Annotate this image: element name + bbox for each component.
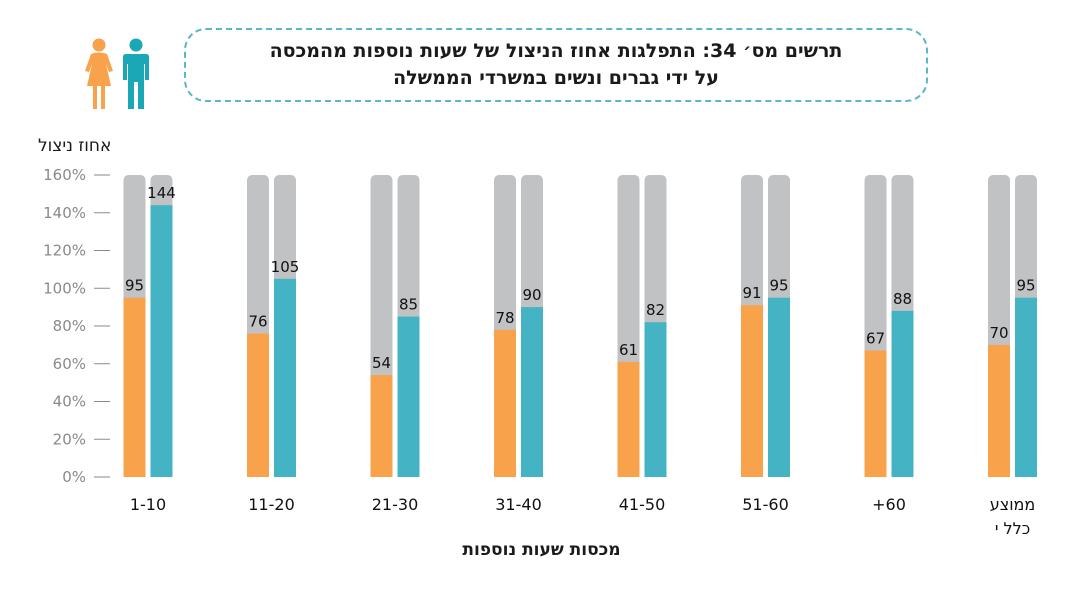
x-tick-label: כלל י: [995, 519, 1030, 538]
data-label-men: 95: [1016, 277, 1035, 295]
bar-women: [988, 344, 1010, 477]
data-label-men: 144: [147, 184, 176, 202]
y-tick-label: 60%: [53, 355, 86, 373]
x-tick-label: +60: [872, 495, 906, 514]
woman-icon: [85, 38, 113, 109]
y-tick-label: 0%: [62, 468, 86, 486]
y-tick-label: 40%: [53, 393, 86, 411]
bar-men: [1015, 297, 1037, 477]
bar-women: [864, 350, 887, 477]
x-tick-label: 1-10: [130, 495, 166, 514]
x-tick-label: 11-20: [248, 495, 295, 514]
data-label-men: 82: [646, 301, 665, 319]
data-label-women: 76: [248, 313, 267, 331]
man-icon: [123, 38, 149, 109]
y-tick-label: 80%: [53, 317, 86, 335]
bar-women: [741, 305, 763, 477]
x-tick-label: ממוצע: [990, 495, 1036, 514]
bar-women: [494, 329, 516, 477]
bar-men: [891, 310, 914, 477]
bar-men: [150, 205, 173, 477]
y-axis-title: אחוז ניצול: [38, 136, 112, 156]
x-tick-label: 31-40: [495, 495, 542, 514]
data-label-women: 67: [866, 330, 885, 348]
bar-women: [370, 375, 393, 477]
y-tick-label: 160%: [43, 166, 86, 184]
data-label-men: 90: [522, 286, 541, 304]
x-axis-title: מכסות שעות נוספות: [462, 540, 621, 560]
bar-men: [521, 307, 543, 477]
bar-women: [617, 361, 640, 477]
x-tick-label: 21-30: [372, 495, 419, 514]
bar-women: [123, 297, 146, 477]
y-tick-label: 100%: [43, 279, 86, 297]
chart-title-line-2: על ידי גברים ונשים במשרדי הממשלה: [393, 67, 719, 89]
chart-title-box: תרשים מס׳ 34: התפלגות אחוז הניצול של שעו…: [184, 28, 928, 102]
bar-men: [274, 278, 296, 477]
bar-men: [397, 316, 420, 477]
data-label-women: 61: [619, 341, 638, 359]
chart-title-line-1: תרשים מס׳ 34: התפלגות אחוז הניצול של שעו…: [269, 40, 843, 62]
x-tick-label: 41-50: [619, 495, 666, 514]
data-label-women: 70: [989, 324, 1008, 342]
data-label-women: 54: [372, 354, 391, 372]
data-label-women: 95: [125, 277, 144, 295]
data-label-men: 88: [893, 290, 912, 308]
y-tick-label: 140%: [43, 204, 86, 222]
x-tick-label: 51-60: [742, 495, 789, 514]
y-tick-label: 20%: [53, 430, 86, 448]
data-label-men: 105: [271, 258, 300, 276]
data-label-men: 85: [399, 296, 418, 314]
y-tick-label: 120%: [43, 242, 86, 260]
data-label-women: 91: [742, 284, 761, 302]
bar-men: [768, 297, 790, 477]
bar-men: [644, 322, 667, 477]
data-label-women: 78: [495, 309, 514, 327]
gender-icons: [85, 38, 149, 109]
bar-women: [247, 333, 269, 477]
data-label-men: 95: [769, 277, 788, 295]
